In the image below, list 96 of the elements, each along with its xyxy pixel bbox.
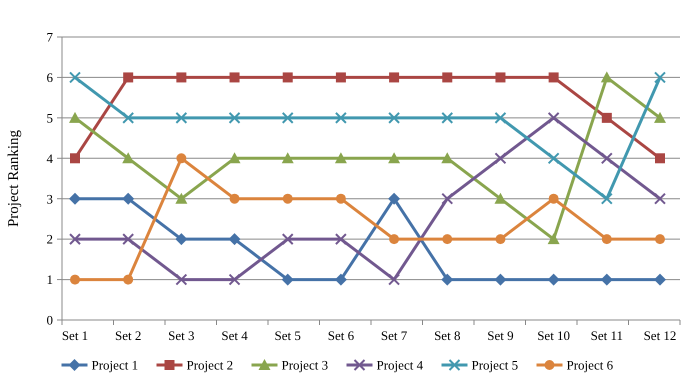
- point: [334, 274, 347, 286]
- point: [388, 192, 400, 205]
- x-tick-label: Set 1: [62, 328, 88, 343]
- x-tick-label: Set 6: [328, 328, 355, 343]
- point: [122, 233, 134, 246]
- point: [228, 274, 241, 286]
- point: [495, 72, 506, 82]
- point: [654, 192, 666, 205]
- x-tick-label: Set 9: [487, 328, 514, 343]
- point: [495, 234, 506, 244]
- x-tick-label: Set 11: [590, 328, 624, 343]
- point: [69, 192, 81, 205]
- x-tick-label: Set 3: [168, 328, 195, 343]
- point: [389, 234, 400, 244]
- point: [388, 274, 400, 286]
- legend-label: Project 5: [472, 358, 518, 373]
- point: [388, 112, 400, 124]
- point: [122, 192, 134, 205]
- point: [282, 112, 294, 124]
- point: [548, 274, 560, 286]
- point: [388, 152, 400, 164]
- point: [228, 112, 241, 124]
- legend-label: Project 6: [566, 358, 614, 373]
- point: [600, 152, 613, 164]
- point: [336, 72, 346, 82]
- point: [654, 112, 666, 123]
- legend-label: Project 1: [92, 358, 138, 373]
- y-tick-label: 5: [46, 110, 53, 126]
- point: [336, 194, 346, 204]
- x-tick-label: Set 4: [221, 328, 248, 343]
- point: [600, 274, 613, 286]
- point: [176, 72, 186, 82]
- point: [230, 72, 240, 82]
- point: [548, 194, 559, 204]
- point: [654, 71, 666, 84]
- y-tick-label: 0: [46, 312, 53, 328]
- point: [441, 192, 454, 205]
- point: [494, 152, 506, 164]
- point: [654, 274, 666, 286]
- point: [600, 192, 613, 205]
- x-tick-label: Set 12: [644, 328, 676, 343]
- point: [442, 234, 452, 244]
- point: [230, 194, 240, 204]
- point: [442, 72, 452, 82]
- point: [494, 192, 506, 204]
- point: [602, 234, 612, 244]
- y-tick-label: 1: [46, 272, 53, 288]
- point: [69, 112, 81, 123]
- point: [175, 192, 188, 204]
- y-tick-label: 6: [46, 70, 54, 85]
- y-axis-title: Project Ranking: [6, 129, 22, 228]
- point: [334, 152, 347, 164]
- point: [655, 234, 665, 244]
- point: [282, 274, 294, 286]
- legend-label: Project 4: [376, 358, 424, 373]
- x-tick-label: Set 7: [380, 328, 408, 343]
- point: [70, 153, 80, 164]
- y-tick-label: 2: [46, 232, 53, 247]
- point: [282, 194, 293, 204]
- point: [282, 72, 293, 82]
- point: [70, 274, 80, 285]
- point: [69, 71, 81, 84]
- point: [122, 112, 134, 124]
- point: [228, 152, 241, 164]
- point: [494, 112, 506, 124]
- point: [441, 112, 454, 124]
- point: [123, 274, 134, 285]
- y-tick-label: 7: [46, 30, 54, 45]
- point: [282, 233, 294, 246]
- x-tick-label: Set 5: [274, 328, 301, 343]
- legend-label: Project 3: [282, 358, 328, 373]
- point: [334, 233, 347, 246]
- x-tick-label: Set 2: [114, 328, 142, 343]
- y-tick-label: 4: [46, 150, 54, 166]
- point: [548, 152, 560, 164]
- point: [441, 274, 454, 286]
- legend-label: Project 2: [186, 358, 234, 373]
- x-tick-label: Set 10: [537, 328, 570, 343]
- point: [548, 72, 559, 82]
- point: [175, 112, 188, 124]
- point: [548, 233, 560, 244]
- point: [69, 233, 81, 246]
- point: [123, 72, 134, 82]
- point: [389, 72, 400, 82]
- point: [494, 274, 506, 286]
- point: [228, 233, 241, 246]
- point: [655, 153, 665, 164]
- point: [176, 153, 186, 164]
- y-tick-label: 3: [46, 191, 53, 206]
- x-tick-label: Set 8: [434, 328, 460, 343]
- point: [175, 233, 188, 246]
- point: [548, 112, 560, 124]
- point: [602, 112, 612, 123]
- point: [282, 152, 294, 164]
- point: [334, 112, 347, 124]
- point: [175, 274, 188, 286]
